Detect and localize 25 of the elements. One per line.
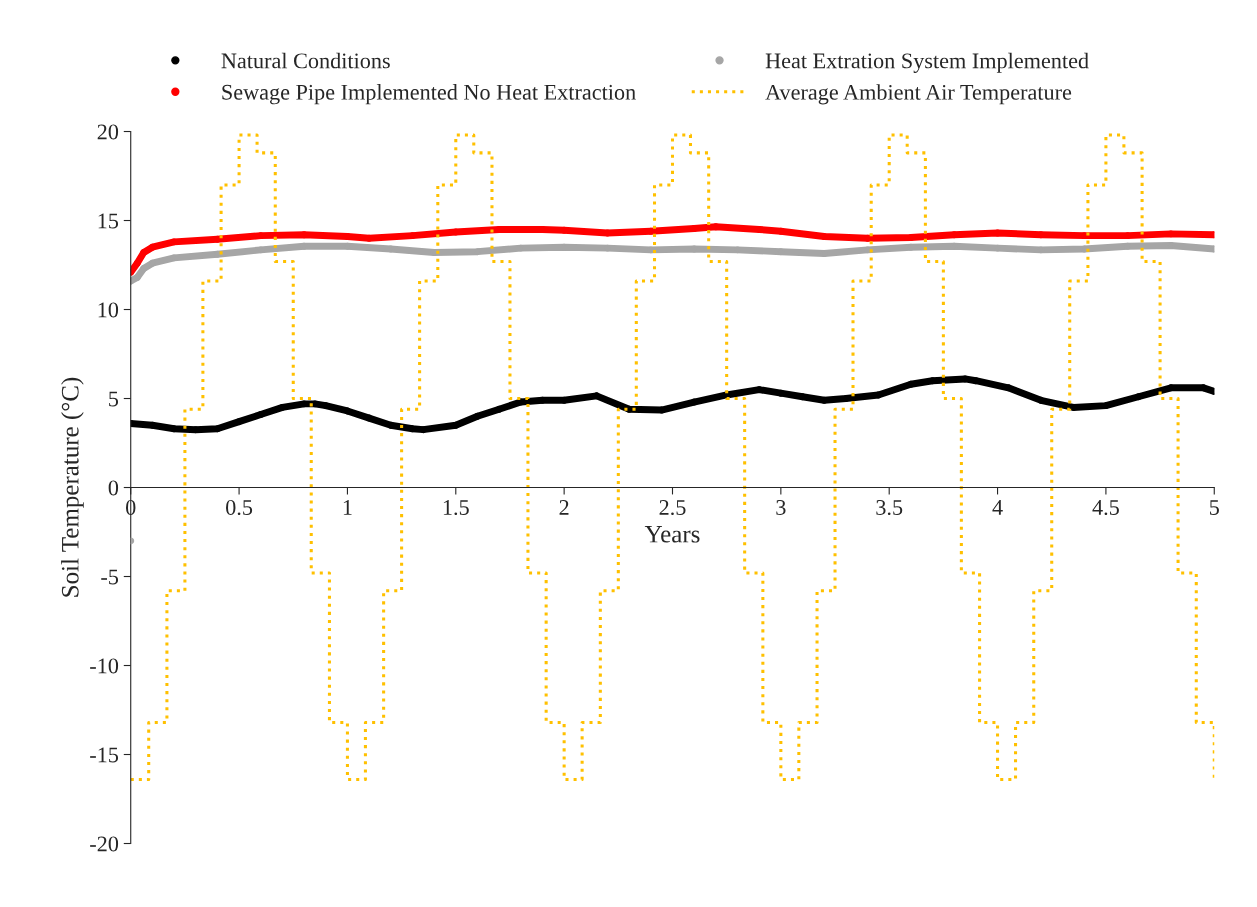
y-tick-label: -20 (90, 836, 119, 852)
legend-label: Heat Extration System Implemented (765, 52, 1089, 73)
y-tick-label: 0 (108, 480, 119, 496)
y-tick-label: -5 (101, 569, 119, 585)
x-tick-label: 4.5 (1092, 500, 1119, 516)
x-tick-label: 2.5 (659, 500, 686, 516)
x-tick-label: 0.5 (226, 499, 253, 516)
y-axis-title: Soil Temperature (°C) (61, 377, 84, 597)
legend-label: Sewage Pipe Implemented No Heat Extraction (222, 84, 636, 105)
x-tick-label: 5 (1210, 500, 1219, 515)
x-axis-title: Years (644, 526, 700, 543)
y-tick-label: 5 (109, 391, 119, 407)
y-tick-label: 10 (98, 302, 119, 318)
x-tick-label: 3.5 (876, 500, 903, 516)
x-tick-label: 1 (343, 500, 352, 515)
x-tick-label: 1.5 (443, 500, 469, 516)
y-tick-label: 15 (98, 213, 119, 229)
y-tick-label: -15 (90, 747, 119, 763)
y-tick-label: -10 (90, 658, 119, 674)
legend-label: Average Ambient Air Temperature (765, 84, 1072, 105)
x-tick-label: 3 (776, 500, 786, 515)
x-tick-label: 4 (992, 500, 1003, 515)
legend-label: Natural Conditions (221, 52, 390, 69)
y-tick-label: 20 (97, 124, 119, 140)
x-tick-label: 2 (559, 500, 569, 515)
